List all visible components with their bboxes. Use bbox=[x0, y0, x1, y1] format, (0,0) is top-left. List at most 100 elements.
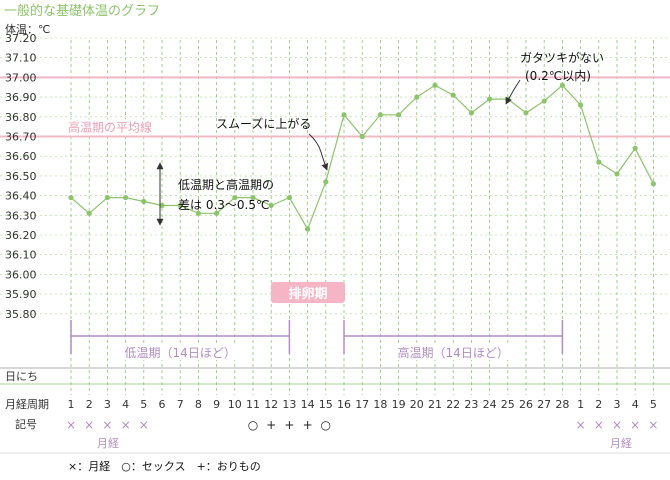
low-phase-bracket-label-bg bbox=[116, 344, 245, 360]
y-tick-label: 37.10 bbox=[5, 52, 37, 65]
x-tick-label: 2 bbox=[86, 398, 93, 411]
record-mark: × bbox=[630, 418, 640, 432]
high-phase-bracket-label-bg bbox=[389, 344, 518, 360]
annotation-smooth: スムーズに上がる bbox=[216, 116, 311, 131]
record-mark: × bbox=[612, 418, 622, 432]
data-point bbox=[432, 82, 438, 88]
data-point bbox=[177, 202, 183, 209]
annotation-no-jagged: ガタツキがない bbox=[520, 50, 604, 65]
data-point bbox=[468, 110, 474, 116]
x-tick-label: 18 bbox=[373, 398, 387, 411]
y-tick-label: 36.10 bbox=[5, 249, 37, 262]
data-point bbox=[377, 112, 383, 118]
data-point bbox=[578, 102, 584, 108]
annotation-diff-line2: 差は 0.3〜0.5℃ bbox=[178, 198, 269, 212]
x-tick-label: 3 bbox=[104, 398, 111, 411]
x-tick-label: 19 bbox=[392, 398, 406, 411]
data-point bbox=[268, 202, 274, 209]
x-tick-label: 27 bbox=[537, 398, 551, 411]
data-point bbox=[305, 226, 311, 232]
x-tick-label: 5 bbox=[650, 398, 657, 411]
row-label-record: 記号 bbox=[15, 417, 37, 431]
y-tick-label: 36.60 bbox=[5, 150, 37, 163]
data-point bbox=[250, 194, 256, 201]
record-mark: + bbox=[303, 418, 313, 432]
data-point bbox=[523, 110, 529, 116]
page-title: 一般的な基礎体温のグラフ bbox=[4, 4, 161, 19]
y-tick-label: 37.20 bbox=[5, 32, 37, 45]
data-point bbox=[323, 179, 329, 185]
data-point bbox=[450, 92, 456, 98]
low-phase-bracket-label: 低温期（14日ほど） bbox=[125, 346, 236, 360]
data-point bbox=[487, 96, 493, 102]
record-mark: ○ bbox=[248, 418, 258, 432]
high-phase-bracket-label: 高温期（14日ほど） bbox=[398, 345, 509, 360]
data-point bbox=[104, 194, 110, 201]
x-tick-label: 8 bbox=[195, 398, 202, 411]
y-tick-label: 36.20 bbox=[5, 229, 37, 242]
x-tick-label: 24 bbox=[483, 398, 497, 411]
data-point bbox=[559, 82, 566, 88]
x-tick-label: 1 bbox=[577, 398, 584, 411]
row-label-cycle: 月経周期 bbox=[5, 398, 49, 411]
record-mark: × bbox=[121, 418, 131, 432]
data-point bbox=[650, 181, 657, 187]
x-tick-label: 28 bbox=[555, 398, 569, 411]
y-tick-label: 36.30 bbox=[5, 209, 37, 222]
arrow-no-jagged bbox=[505, 79, 521, 105]
annotation-no-jagged-sub: (0.2℃以内) bbox=[525, 69, 591, 83]
record-mark: × bbox=[139, 418, 149, 432]
data-point bbox=[341, 112, 347, 118]
data-point bbox=[123, 194, 129, 201]
data-point bbox=[596, 159, 602, 165]
data-point bbox=[232, 194, 238, 201]
x-tick-label: 22 bbox=[446, 398, 460, 411]
y-tick-label: 36.50 bbox=[5, 170, 37, 183]
menses-label: 月経 bbox=[97, 437, 119, 450]
y-tick-label: 36.40 bbox=[5, 190, 37, 203]
x-tick-label: 23 bbox=[464, 398, 478, 411]
record-mark: × bbox=[66, 418, 76, 432]
data-point bbox=[632, 145, 638, 151]
reference-label-bg bbox=[64, 119, 168, 135]
record-mark: × bbox=[102, 418, 112, 432]
data-point bbox=[541, 98, 547, 104]
x-tick-label: 11 bbox=[246, 398, 260, 411]
x-tick-label: 15 bbox=[319, 398, 333, 411]
data-point bbox=[68, 194, 74, 201]
x-tick-label: 20 bbox=[410, 398, 424, 411]
y-tick-label: 36.00 bbox=[5, 268, 37, 281]
menses-label: 月経 bbox=[610, 437, 632, 450]
reference-line-label: 高温期の平均線 bbox=[68, 120, 152, 135]
x-tick-label: 25 bbox=[501, 398, 515, 411]
data-point bbox=[195, 210, 201, 216]
data-point bbox=[86, 210, 92, 216]
y-tick-label: 35.90 bbox=[5, 288, 37, 301]
data-point bbox=[359, 133, 365, 140]
x-tick-label: 9 bbox=[213, 398, 220, 411]
x-tick-label: 16 bbox=[337, 398, 351, 411]
y-axis-label: 体温：℃ bbox=[5, 22, 50, 36]
x-tick-label: 7 bbox=[177, 398, 184, 411]
record-mark: × bbox=[576, 418, 586, 432]
x-tick-label: 21 bbox=[428, 398, 442, 411]
data-point bbox=[414, 94, 420, 100]
record-mark: + bbox=[284, 418, 294, 432]
x-tick-label: 12 bbox=[264, 398, 278, 411]
x-tick-label: 6 bbox=[159, 398, 166, 411]
x-tick-label: 5 bbox=[140, 398, 147, 411]
y-tick-label: 36.70 bbox=[5, 131, 37, 144]
x-tick-label: 3 bbox=[614, 398, 621, 411]
y-tick-label: 36.80 bbox=[5, 111, 37, 124]
record-mark: ○ bbox=[321, 418, 331, 432]
x-tick-label: 1 bbox=[68, 398, 75, 411]
y-tick-label: 37.00 bbox=[5, 71, 37, 84]
x-tick-label: 26 bbox=[519, 398, 533, 411]
x-tick-label: 4 bbox=[632, 398, 639, 411]
x-tick-label: 10 bbox=[228, 398, 242, 411]
data-point bbox=[614, 171, 620, 177]
record-mark: + bbox=[266, 418, 276, 432]
record-mark: × bbox=[84, 418, 94, 432]
arrow-smooth bbox=[308, 133, 329, 171]
